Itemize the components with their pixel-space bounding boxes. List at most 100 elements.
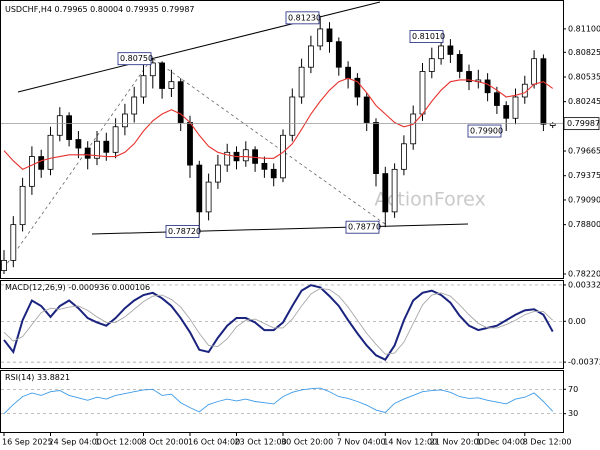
candle-body: [447, 45, 454, 55]
candle-body: [326, 28, 333, 43]
candle-body: [38, 156, 45, 170]
candle-body: [75, 139, 82, 149]
annotation-box: [285, 11, 320, 25]
annotation-box: [345, 220, 380, 234]
candle-body: [131, 96, 138, 115]
indicator-line: [3, 284, 554, 361]
x-tick-label: 14 Nov 12:00: [383, 438, 437, 447]
candle-body: [363, 96, 370, 123]
x-tick-label: 16 Oct 04:00: [188, 438, 240, 447]
symbol: USDCHF,H4: [5, 5, 52, 14]
x-tick-label: 24 Sep 04:00: [49, 438, 102, 447]
x-tick-label: 16 Sep 2025: [2, 438, 53, 447]
annotation-label: 0.78720: [168, 227, 201, 236]
x-tick-label: 8 Oct 20:00: [142, 438, 189, 447]
candle-body: [456, 54, 463, 72]
candle-body: [317, 28, 324, 47]
upper-trend-line: [17, 1, 381, 93]
candle-body: [56, 115, 63, 136]
candle-body: [168, 81, 175, 89]
candle-body: [400, 143, 407, 170]
annotation-box: [467, 124, 502, 138]
watermark: ActionForex: [374, 189, 485, 211]
macd-last: -0.000936: [68, 283, 109, 292]
candle-body: [391, 168, 398, 213]
y-tick-label: 30: [568, 409, 578, 418]
candle-body: [122, 113, 128, 128]
rsi-last: 33.8821: [37, 373, 70, 382]
candle-body: [419, 71, 426, 115]
rsi-label: RSI(14) 33.8821: [5, 373, 70, 382]
current-price-box: [563, 117, 600, 131]
candle-body: [280, 134, 286, 179]
macd-title: MACD(12,26,9): [5, 283, 66, 292]
y-tick-label: 0.81100: [568, 24, 600, 33]
y-tick-label: 0.79375: [568, 171, 600, 180]
candle-body: [270, 168, 277, 179]
candle-body: [345, 66, 352, 79]
candle-body: [214, 164, 221, 183]
candle-body: [307, 45, 314, 68]
candle-body: [187, 122, 193, 166]
candle-body: [335, 41, 342, 68]
current-price-label: 0.79987: [567, 119, 600, 128]
y-tick-label: 0.80245: [568, 97, 600, 106]
annotation-label: 0.81230: [288, 13, 321, 22]
y-tick-label: 0.003321: [568, 280, 600, 289]
y-tick-label: 0.78800: [568, 220, 600, 229]
candle-body: [540, 58, 547, 125]
annotation-box: [409, 30, 444, 43]
rsi-panel: [0, 370, 564, 433]
candle-body: [66, 115, 72, 140]
x-tick-label: 21 Nov 20:00: [430, 438, 484, 447]
candle-body: [149, 62, 156, 77]
candle-body: [159, 62, 166, 89]
dashed-trend-line: [3, 57, 386, 269]
candle-body: [177, 81, 184, 123]
candle-body: [140, 75, 147, 98]
last-open: 0.79965: [55, 5, 88, 14]
candle-body: [382, 173, 389, 213]
candle-body: [289, 96, 296, 136]
candle-body: [10, 224, 17, 261]
y-tick-label: 0.80825: [568, 48, 600, 57]
candle-body: [354, 77, 361, 98]
y-tick-label: 0.78220: [568, 270, 600, 279]
annotation-box: [165, 225, 200, 238]
y-tick-label: -0.003723: [568, 358, 600, 367]
candle-body: [47, 134, 54, 170]
candle-body: [438, 45, 445, 60]
candle-body: [112, 126, 119, 153]
candle-body: [103, 140, 110, 153]
candle-body: [94, 140, 100, 159]
candle-body: [466, 71, 472, 83]
indicator-line: [3, 387, 554, 415]
candle-body: [428, 58, 435, 72]
annotation-label: 0.81010: [412, 32, 445, 41]
y-tick-label: 0.79665: [568, 147, 600, 156]
candle-body: [410, 113, 417, 145]
signal-last: 0.000106: [112, 283, 150, 292]
price-panel: [0, 0, 564, 279]
macd-label: MACD(12,26,9) -0.000936 0.000106: [5, 283, 150, 292]
candle-body: [1, 259, 7, 271]
annotation-label: 0.78770: [348, 223, 381, 232]
x-tick-label: 7 Nov 04:00: [337, 438, 386, 447]
x-tick-label: 1 Dec 04:00: [476, 438, 525, 447]
candle-body: [28, 156, 35, 187]
candle-body: [224, 151, 231, 166]
annotation-box: [117, 52, 152, 66]
last-low: 0.79935: [126, 5, 159, 14]
trend-lines: [3, 1, 469, 269]
x-tick-label: 1 Oct 12:00: [95, 438, 142, 447]
y-tick-label: 0.80535: [568, 72, 600, 81]
y-tick-label: 70: [568, 385, 578, 394]
annotation-label: 0.80750: [120, 54, 153, 63]
panel-frames: [0, 0, 564, 433]
last-high: 0.80004: [90, 5, 123, 14]
candle-body: [261, 162, 268, 170]
candle-body: [252, 149, 259, 164]
candle-body: [373, 122, 379, 174]
candle-body: [503, 105, 510, 119]
y-tick-label: 0.79090: [568, 195, 600, 204]
